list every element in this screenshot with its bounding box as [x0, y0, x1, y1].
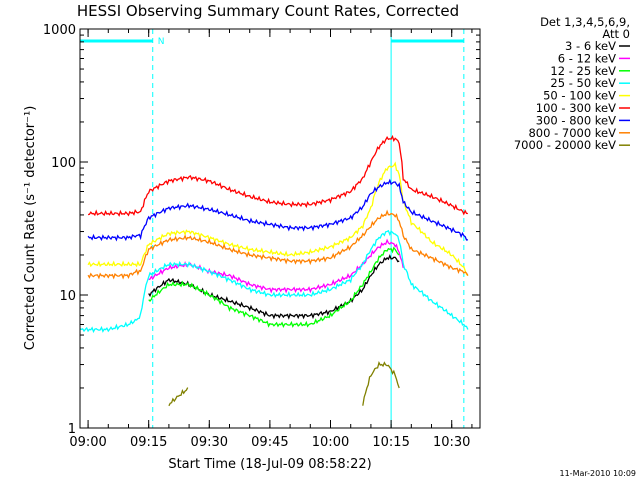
x-tick-label: 09:15 [130, 435, 167, 450]
legend-entry-label: 3 - 6 keV [565, 39, 616, 53]
x-tick-label: 09:30 [191, 435, 228, 450]
x-tick-label: 09:45 [251, 435, 288, 450]
y-axis-label: Corrected Count Rate (s⁻¹ detector⁻¹) [23, 106, 38, 351]
series-line [87, 209, 469, 280]
series-line [168, 360, 400, 407]
plot-frame [79, 28, 481, 429]
legend-entry-label: 12 - 25 keV [550, 64, 616, 78]
series-line [87, 178, 468, 242]
legend-entry-label: 6 - 12 keV [558, 51, 616, 65]
y-tick-label: 1 [68, 422, 76, 437]
legend-entry-label: 800 - 7000 keV [528, 126, 616, 140]
y-tick-label: 100 [51, 156, 76, 171]
legend-entry-label: 50 - 100 keV [543, 89, 616, 103]
series-line [79, 229, 469, 334]
series-line [148, 246, 400, 329]
legend-header-line2: Att 0 [602, 27, 630, 41]
x-tick-label: 10:15 [372, 435, 409, 450]
y-tick-label: 1000 [43, 23, 76, 38]
x-tick-label: 10:30 [433, 435, 470, 450]
x-tick-label: 09:00 [69, 435, 106, 450]
annotation-label: N [158, 37, 165, 47]
footer-timestamp: 11-Mar-2010 10:09 [560, 469, 637, 478]
y-axis: 1 10 100 1000 [43, 23, 480, 437]
y-tick-label: 10 [59, 289, 76, 304]
x-tick-label: 10:00 [312, 435, 349, 450]
legend-entry-label: 25 - 50 keV [550, 76, 616, 90]
x-axis-label: Start Time (18-Jul-09 08:58:22) [168, 457, 371, 472]
legend-header-line1: Det 1,3,4,5,6,9, [540, 15, 630, 29]
legend-entry-label: 300 - 800 keV [536, 113, 616, 127]
legend-entry-label: 7000 - 20000 keV [514, 138, 616, 152]
x-axis: 09:00 09:15 09:30 09:45 10:00 10:15 10:30 [69, 29, 473, 450]
plot-area: N [79, 29, 469, 428]
series-line [148, 254, 400, 320]
legend-entry-label: 100 - 300 keV [536, 101, 616, 115]
chart-title: HESSI Observing Summary Count Rates, Cor… [77, 2, 459, 20]
series-line [87, 134, 468, 217]
